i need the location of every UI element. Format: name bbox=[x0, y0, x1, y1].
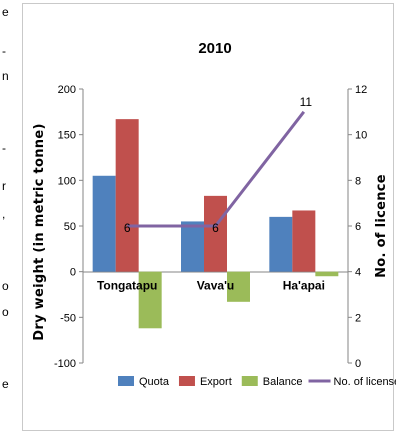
bar-quota bbox=[92, 175, 116, 272]
y2-axis-ticks: 12 10 8 6 4 2 0 bbox=[348, 84, 367, 370]
svg-text:-: - bbox=[2, 44, 6, 58]
bar-quota bbox=[269, 216, 293, 272]
legend: Quota Export Balance No. of license bbox=[118, 376, 396, 388]
svg-text:r: r bbox=[2, 179, 6, 193]
bars bbox=[92, 119, 339, 329]
chart-title: 2010 bbox=[198, 40, 231, 57]
svg-text:e: e bbox=[2, 5, 9, 19]
y-tick-label: 200 bbox=[58, 84, 76, 96]
legend-label: Export bbox=[200, 376, 232, 388]
legend-label: Quota bbox=[139, 376, 170, 388]
bar-quota bbox=[181, 221, 204, 272]
y2-tick-label: 12 bbox=[355, 84, 367, 96]
legend-swatch bbox=[118, 376, 134, 386]
license-line: 6 6 11 bbox=[124, 95, 313, 235]
svg-text:o: o bbox=[2, 305, 9, 319]
y-axis-title: Dry weight (in metric tonne) bbox=[32, 123, 47, 340]
y2-tick-label: 6 bbox=[355, 221, 361, 233]
y-tick-label: 50 bbox=[64, 221, 76, 233]
y-tick-label: -100 bbox=[54, 358, 76, 370]
y-tick-label: 0 bbox=[70, 267, 76, 279]
y2-tick-label: 4 bbox=[355, 267, 361, 279]
svg-text:-: - bbox=[2, 141, 6, 155]
y-axis-ticks: 200 150 100 50 0 -50 -100 bbox=[54, 84, 83, 370]
bar-export bbox=[115, 119, 139, 272]
svg-text:n: n bbox=[2, 69, 9, 83]
license-data-label: 6 bbox=[212, 221, 219, 235]
svg-text:o: o bbox=[2, 279, 9, 293]
y-tick-label: 150 bbox=[58, 130, 76, 142]
y-tick-label: -50 bbox=[60, 312, 76, 324]
bar-export bbox=[204, 195, 227, 272]
bar-export bbox=[292, 210, 316, 272]
license-data-label: 6 bbox=[124, 221, 131, 235]
left-edge-text-fragments: e - n - r , o o e bbox=[0, 0, 14, 434]
legend-label: No. of license bbox=[334, 376, 396, 388]
y2-tick-label: 0 bbox=[355, 358, 361, 370]
y2-tick-label: 2 bbox=[355, 312, 361, 324]
category-label: Ha'apai bbox=[283, 279, 325, 293]
y2-tick-label: 8 bbox=[355, 175, 361, 187]
bar-balance bbox=[227, 271, 250, 302]
svg-text:,: , bbox=[2, 207, 5, 221]
bar-balance bbox=[138, 271, 162, 329]
legend-swatch bbox=[241, 376, 258, 386]
y2-axis-title: No. of licence bbox=[374, 174, 389, 278]
license-line-path bbox=[127, 110, 306, 228]
category-labels: Tongatapu Vava'u Ha'apai bbox=[97, 279, 325, 293]
y2-tick-label: 10 bbox=[355, 130, 367, 142]
bar-balance bbox=[315, 271, 339, 277]
legend-swatch bbox=[178, 376, 195, 386]
category-label: Tongatapu bbox=[97, 279, 157, 293]
license-data-label: 11 bbox=[300, 95, 313, 109]
svg-text:e: e bbox=[2, 377, 9, 391]
legend-label: Balance bbox=[263, 376, 303, 388]
category-label: Vava'u bbox=[197, 279, 235, 293]
y-tick-label: 100 bbox=[58, 175, 76, 187]
